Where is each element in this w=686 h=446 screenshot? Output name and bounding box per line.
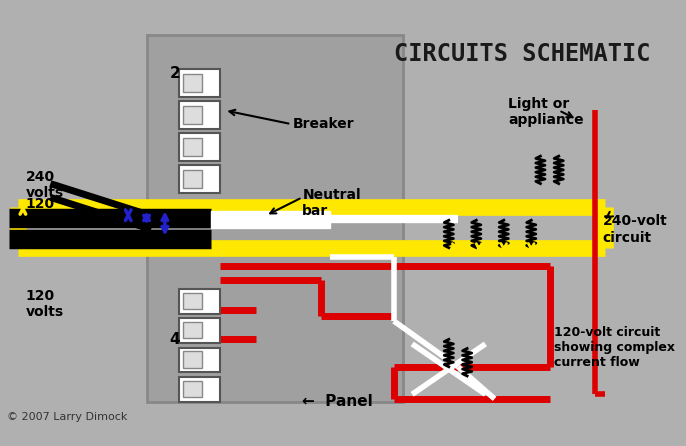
Text: 2: 2 [169,66,180,81]
Text: Breaker: Breaker [293,117,355,131]
Bar [183,170,202,188]
Text: © 2007 Larry Dimock: © 2007 Larry Dimock [8,412,128,422]
Bar [178,101,220,128]
Bar [178,347,220,372]
Bar [183,106,202,124]
Bar [178,289,220,314]
Text: 120-volt circuit
showing complex
current flow: 120-volt circuit showing complex current… [554,326,675,368]
Text: Neutral
bar: Neutral bar [303,188,361,219]
Text: ←  Panel: ← Panel [303,394,373,409]
Bar [183,351,202,368]
Text: 4: 4 [169,332,180,347]
Text: Light or
appliance: Light or appliance [508,97,584,127]
Bar [178,133,220,161]
Bar [147,35,403,401]
Bar [178,377,220,401]
Text: 120
volts: 120 volts [25,197,64,227]
Bar [211,211,330,227]
Text: CIRCUITS SCHEMATIC: CIRCUITS SCHEMATIC [394,41,650,66]
Bar [183,293,202,309]
Text: 240-volt
circuit: 240-volt circuit [603,215,667,244]
Bar [178,69,220,97]
Bar [183,138,202,156]
Bar [183,380,202,397]
Text: 120
volts: 120 volts [25,289,64,319]
Bar [183,322,202,339]
Bar [178,318,220,343]
Bar [178,165,220,193]
Text: 240
volts: 240 volts [25,170,64,200]
Bar [183,74,202,92]
